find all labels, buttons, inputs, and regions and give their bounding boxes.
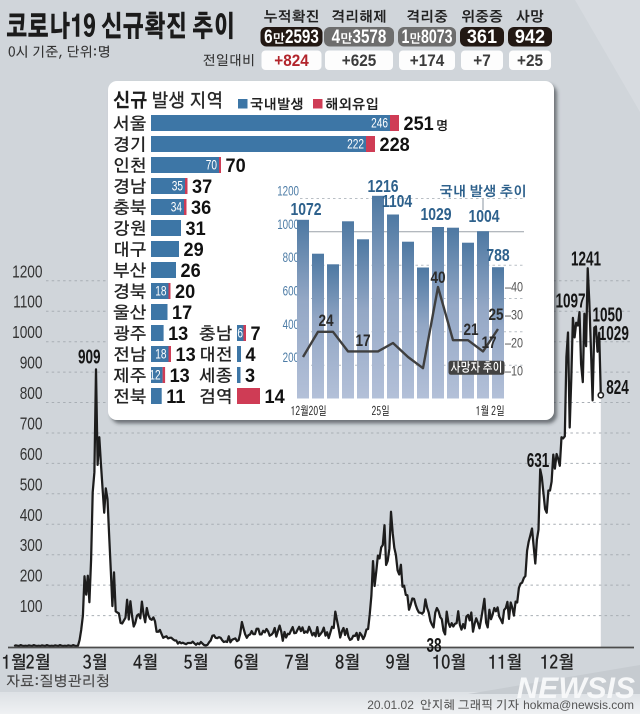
svg-text:361: 361 xyxy=(467,26,497,48)
svg-text:500: 500 xyxy=(20,476,43,495)
svg-text:36: 36 xyxy=(191,196,211,218)
svg-text:942: 942 xyxy=(515,26,545,48)
svg-text:37: 37 xyxy=(192,175,212,197)
svg-text:21: 21 xyxy=(463,321,479,340)
svg-text:1000: 1000 xyxy=(12,324,43,343)
svg-text:+7: +7 xyxy=(473,51,490,70)
svg-text:251: 251 xyxy=(404,112,434,134)
svg-text:1029: 1029 xyxy=(599,321,629,345)
svg-text:+25: +25 xyxy=(517,51,543,70)
svg-text:17: 17 xyxy=(481,334,496,353)
svg-text:228: 228 xyxy=(380,133,410,155)
svg-text:200: 200 xyxy=(20,567,43,586)
svg-text:20.01.02: 20.01.02 xyxy=(367,698,414,712)
svg-text:7: 7 xyxy=(251,322,261,344)
svg-text:4: 4 xyxy=(332,25,341,47)
svg-text:29: 29 xyxy=(184,238,204,260)
svg-text:600: 600 xyxy=(20,445,43,464)
svg-text:4: 4 xyxy=(246,343,257,365)
svg-text:631: 631 xyxy=(527,448,550,472)
svg-text:31: 31 xyxy=(186,217,206,239)
svg-text:35: 35 xyxy=(172,178,184,194)
svg-text:20: 20 xyxy=(175,280,195,302)
svg-text:909: 909 xyxy=(78,345,101,369)
svg-text:14: 14 xyxy=(265,385,286,407)
svg-text:800: 800 xyxy=(283,249,300,265)
svg-text:1200: 1200 xyxy=(277,183,299,199)
svg-text:NEWSIS: NEWSIS xyxy=(517,672,635,705)
svg-text:hokma@newsis.com: hokma@newsis.com xyxy=(523,698,634,712)
svg-text:13: 13 xyxy=(168,322,188,344)
svg-text:1000: 1000 xyxy=(277,216,299,232)
svg-text:18: 18 xyxy=(155,283,167,299)
svg-text:100: 100 xyxy=(20,597,43,616)
svg-text:17: 17 xyxy=(172,301,192,323)
svg-text:34: 34 xyxy=(171,199,183,215)
svg-text:–30: –30 xyxy=(505,307,523,322)
svg-text:18: 18 xyxy=(155,346,167,362)
svg-text:200: 200 xyxy=(283,349,300,365)
svg-text:788: 788 xyxy=(486,247,510,266)
svg-text:11: 11 xyxy=(166,385,185,407)
svg-text:1029: 1029 xyxy=(420,206,451,225)
svg-text:–40: –40 xyxy=(505,279,523,294)
svg-text:1100: 1100 xyxy=(13,293,42,312)
svg-text:1216: 1216 xyxy=(367,178,398,197)
svg-text:17: 17 xyxy=(355,332,370,351)
svg-text:300: 300 xyxy=(20,537,43,556)
svg-text:600: 600 xyxy=(283,283,300,299)
svg-text:400: 400 xyxy=(20,506,43,525)
svg-text:222: 222 xyxy=(347,136,364,152)
svg-text:–20: –20 xyxy=(505,335,523,350)
svg-text:246: 246 xyxy=(371,115,388,131)
svg-text:2593: 2593 xyxy=(285,25,319,47)
svg-text:38: 38 xyxy=(426,633,441,657)
svg-text:+625: +625 xyxy=(342,51,376,70)
svg-text:1097: 1097 xyxy=(555,289,585,313)
svg-text:12: 12 xyxy=(149,367,161,383)
svg-text:+824: +824 xyxy=(274,51,308,70)
svg-text:70: 70 xyxy=(226,154,246,176)
svg-text:6: 6 xyxy=(264,25,272,47)
svg-text:3: 3 xyxy=(245,364,255,386)
svg-text:1200: 1200 xyxy=(12,263,43,282)
svg-text:24: 24 xyxy=(318,312,334,331)
svg-text:+174: +174 xyxy=(410,51,444,70)
svg-text:700: 700 xyxy=(20,415,43,434)
svg-text:1072: 1072 xyxy=(290,201,321,220)
svg-text:900: 900 xyxy=(20,354,43,373)
svg-text:8073: 8073 xyxy=(421,26,453,48)
svg-text:13: 13 xyxy=(176,343,196,365)
svg-text:1050: 1050 xyxy=(592,302,622,326)
svg-text:1104: 1104 xyxy=(382,193,413,212)
svg-text:6: 6 xyxy=(237,325,243,341)
svg-text:–10: –10 xyxy=(505,363,523,378)
svg-text:1241: 1241 xyxy=(571,247,601,271)
svg-text:824: 824 xyxy=(606,375,629,399)
svg-text:13: 13 xyxy=(170,364,190,386)
svg-text:800: 800 xyxy=(20,384,43,403)
svg-text:40: 40 xyxy=(430,269,445,288)
svg-text:3578: 3578 xyxy=(353,25,387,47)
svg-text:70: 70 xyxy=(206,157,218,173)
svg-text:26: 26 xyxy=(181,259,201,281)
svg-text:25: 25 xyxy=(488,306,504,325)
svg-text:1: 1 xyxy=(402,26,410,48)
svg-text:400: 400 xyxy=(283,316,300,332)
svg-text:1004: 1004 xyxy=(468,208,499,227)
